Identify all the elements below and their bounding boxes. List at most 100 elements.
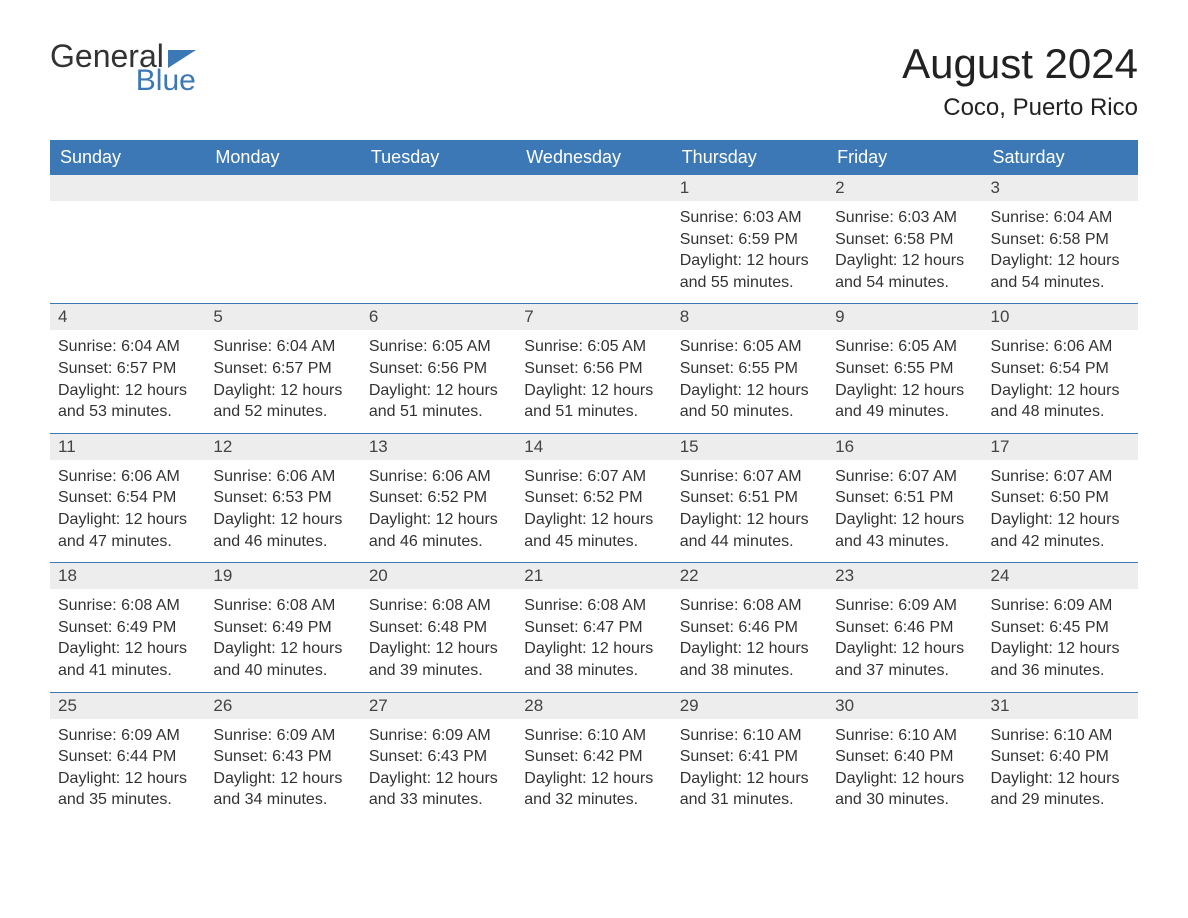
days-of-week-row: SundayMondayTuesdayWednesdayThursdayFrid… [50,140,1138,175]
sunrise-text: Sunrise: 6:08 AM [680,595,819,617]
day-cell: 28Sunrise: 6:10 AMSunset: 6:42 PMDayligh… [516,693,671,821]
sunrise-text: Sunrise: 6:09 AM [991,595,1130,617]
sunset-text: Sunset: 6:56 PM [524,358,663,380]
day-body: Sunrise: 6:03 AMSunset: 6:58 PMDaylight:… [827,201,982,303]
day-cell: 4Sunrise: 6:04 AMSunset: 6:57 PMDaylight… [50,304,205,432]
daylight-text: Daylight: 12 hours and 41 minutes. [58,638,197,681]
sunrise-text: Sunrise: 6:05 AM [680,336,819,358]
daylight-text: Daylight: 12 hours and 51 minutes. [369,380,508,423]
sunrise-text: Sunrise: 6:06 AM [369,466,508,488]
sunset-text: Sunset: 6:51 PM [835,487,974,509]
day-number: 17 [983,434,1138,460]
sunrise-text: Sunrise: 6:06 AM [58,466,197,488]
day-cell: 23Sunrise: 6:09 AMSunset: 6:46 PMDayligh… [827,563,982,691]
day-body: Sunrise: 6:05 AMSunset: 6:56 PMDaylight:… [361,330,516,432]
day-cell: 9Sunrise: 6:05 AMSunset: 6:55 PMDaylight… [827,304,982,432]
day-cell: 30Sunrise: 6:10 AMSunset: 6:40 PMDayligh… [827,693,982,821]
sunset-text: Sunset: 6:47 PM [524,617,663,639]
day-body: Sunrise: 6:07 AMSunset: 6:50 PMDaylight:… [983,460,1138,562]
month-title: August 2024 [902,40,1138,88]
day-number: 31 [983,693,1138,719]
day-number: 6 [361,304,516,330]
day-cell: 11Sunrise: 6:06 AMSunset: 6:54 PMDayligh… [50,434,205,562]
day-number: 8 [672,304,827,330]
sunset-text: Sunset: 6:46 PM [680,617,819,639]
sunset-text: Sunset: 6:57 PM [58,358,197,380]
day-body: Sunrise: 6:03 AMSunset: 6:59 PMDaylight:… [672,201,827,303]
day-cell [361,175,516,303]
daylight-text: Daylight: 12 hours and 38 minutes. [524,638,663,681]
day-number: 16 [827,434,982,460]
day-body: Sunrise: 6:08 AMSunset: 6:49 PMDaylight:… [205,589,360,691]
sunset-text: Sunset: 6:51 PM [680,487,819,509]
sunset-text: Sunset: 6:55 PM [835,358,974,380]
daylight-text: Daylight: 12 hours and 42 minutes. [991,509,1130,552]
day-body: Sunrise: 6:09 AMSunset: 6:43 PMDaylight:… [361,719,516,821]
sunrise-text: Sunrise: 6:04 AM [213,336,352,358]
daylight-text: Daylight: 12 hours and 51 minutes. [524,380,663,423]
week-row: 1Sunrise: 6:03 AMSunset: 6:59 PMDaylight… [50,175,1138,303]
daylight-text: Daylight: 12 hours and 55 minutes. [680,250,819,293]
daylight-text: Daylight: 12 hours and 48 minutes. [991,380,1130,423]
sunrise-text: Sunrise: 6:08 AM [524,595,663,617]
day-cell: 25Sunrise: 6:09 AMSunset: 6:44 PMDayligh… [50,693,205,821]
day-body: Sunrise: 6:07 AMSunset: 6:52 PMDaylight:… [516,460,671,562]
dow-cell: Sunday [50,140,205,175]
sunrise-text: Sunrise: 6:09 AM [369,725,508,747]
day-number: 27 [361,693,516,719]
sunrise-text: Sunrise: 6:09 AM [213,725,352,747]
day-number [361,175,516,201]
sunset-text: Sunset: 6:58 PM [991,229,1130,251]
day-number [50,175,205,201]
sunrise-text: Sunrise: 6:04 AM [58,336,197,358]
day-body: Sunrise: 6:05 AMSunset: 6:56 PMDaylight:… [516,330,671,432]
day-number: 19 [205,563,360,589]
day-number: 23 [827,563,982,589]
day-number: 20 [361,563,516,589]
dow-cell: Monday [205,140,360,175]
day-body: Sunrise: 6:08 AMSunset: 6:48 PMDaylight:… [361,589,516,691]
day-cell: 31Sunrise: 6:10 AMSunset: 6:40 PMDayligh… [983,693,1138,821]
daylight-text: Daylight: 12 hours and 46 minutes. [213,509,352,552]
daylight-text: Daylight: 12 hours and 30 minutes. [835,768,974,811]
day-cell [516,175,671,303]
day-cell: 24Sunrise: 6:09 AMSunset: 6:45 PMDayligh… [983,563,1138,691]
day-cell: 17Sunrise: 6:07 AMSunset: 6:50 PMDayligh… [983,434,1138,562]
day-cell: 12Sunrise: 6:06 AMSunset: 6:53 PMDayligh… [205,434,360,562]
day-number: 30 [827,693,982,719]
sunrise-text: Sunrise: 6:07 AM [835,466,974,488]
brand-logo: General Blue [50,40,196,96]
dow-cell: Wednesday [516,140,671,175]
day-cell: 16Sunrise: 6:07 AMSunset: 6:51 PMDayligh… [827,434,982,562]
day-cell: 6Sunrise: 6:05 AMSunset: 6:56 PMDaylight… [361,304,516,432]
day-cell: 22Sunrise: 6:08 AMSunset: 6:46 PMDayligh… [672,563,827,691]
sunset-text: Sunset: 6:43 PM [213,746,352,768]
day-cell: 20Sunrise: 6:08 AMSunset: 6:48 PMDayligh… [361,563,516,691]
daylight-text: Daylight: 12 hours and 33 minutes. [369,768,508,811]
sunrise-text: Sunrise: 6:06 AM [991,336,1130,358]
sunrise-text: Sunrise: 6:10 AM [991,725,1130,747]
daylight-text: Daylight: 12 hours and 54 minutes. [991,250,1130,293]
day-number: 4 [50,304,205,330]
sunrise-text: Sunrise: 6:08 AM [369,595,508,617]
day-cell: 27Sunrise: 6:09 AMSunset: 6:43 PMDayligh… [361,693,516,821]
daylight-text: Daylight: 12 hours and 34 minutes. [213,768,352,811]
day-cell: 15Sunrise: 6:07 AMSunset: 6:51 PMDayligh… [672,434,827,562]
dow-cell: Tuesday [361,140,516,175]
day-number: 2 [827,175,982,201]
daylight-text: Daylight: 12 hours and 39 minutes. [369,638,508,681]
day-number: 10 [983,304,1138,330]
day-cell: 8Sunrise: 6:05 AMSunset: 6:55 PMDaylight… [672,304,827,432]
sunset-text: Sunset: 6:54 PM [58,487,197,509]
sunrise-text: Sunrise: 6:03 AM [835,207,974,229]
sunrise-text: Sunrise: 6:07 AM [680,466,819,488]
day-number: 29 [672,693,827,719]
day-number: 1 [672,175,827,201]
sunrise-text: Sunrise: 6:10 AM [835,725,974,747]
day-number [205,175,360,201]
day-body: Sunrise: 6:10 AMSunset: 6:41 PMDaylight:… [672,719,827,821]
day-body: Sunrise: 6:06 AMSunset: 6:52 PMDaylight:… [361,460,516,562]
day-number: 11 [50,434,205,460]
day-number: 28 [516,693,671,719]
day-number: 5 [205,304,360,330]
